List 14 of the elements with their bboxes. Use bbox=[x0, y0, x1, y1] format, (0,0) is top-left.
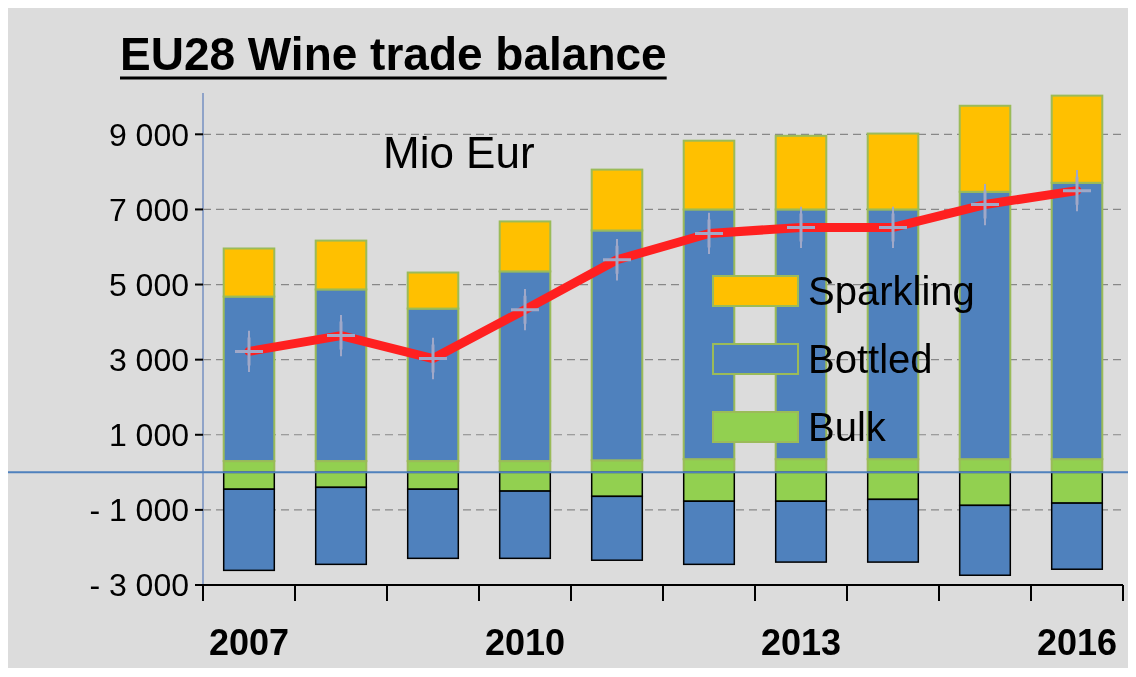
y-tick-label: 9 000 bbox=[108, 116, 189, 153]
x-tick-label: 2010 bbox=[484, 622, 566, 663]
legend-label: Sparkling bbox=[808, 269, 975, 313]
x-tick-label: 2016 bbox=[1036, 622, 1118, 663]
y-tick-label: 1 000 bbox=[108, 416, 189, 453]
y-tick-label: 3 000 bbox=[108, 341, 189, 378]
x-tick-label: 2007 bbox=[208, 622, 290, 663]
chart-title: EU28 Wine trade balance bbox=[120, 28, 667, 80]
y-tick-label: 5 000 bbox=[108, 266, 189, 303]
y-tick-label: 7 000 bbox=[108, 191, 189, 228]
x-tick-label: 2013 bbox=[760, 622, 842, 663]
y-tick-label: - 1 000 bbox=[89, 492, 189, 529]
y-tick-label: - 3 000 bbox=[89, 567, 189, 604]
annotation: Mio Eur bbox=[383, 128, 535, 177]
